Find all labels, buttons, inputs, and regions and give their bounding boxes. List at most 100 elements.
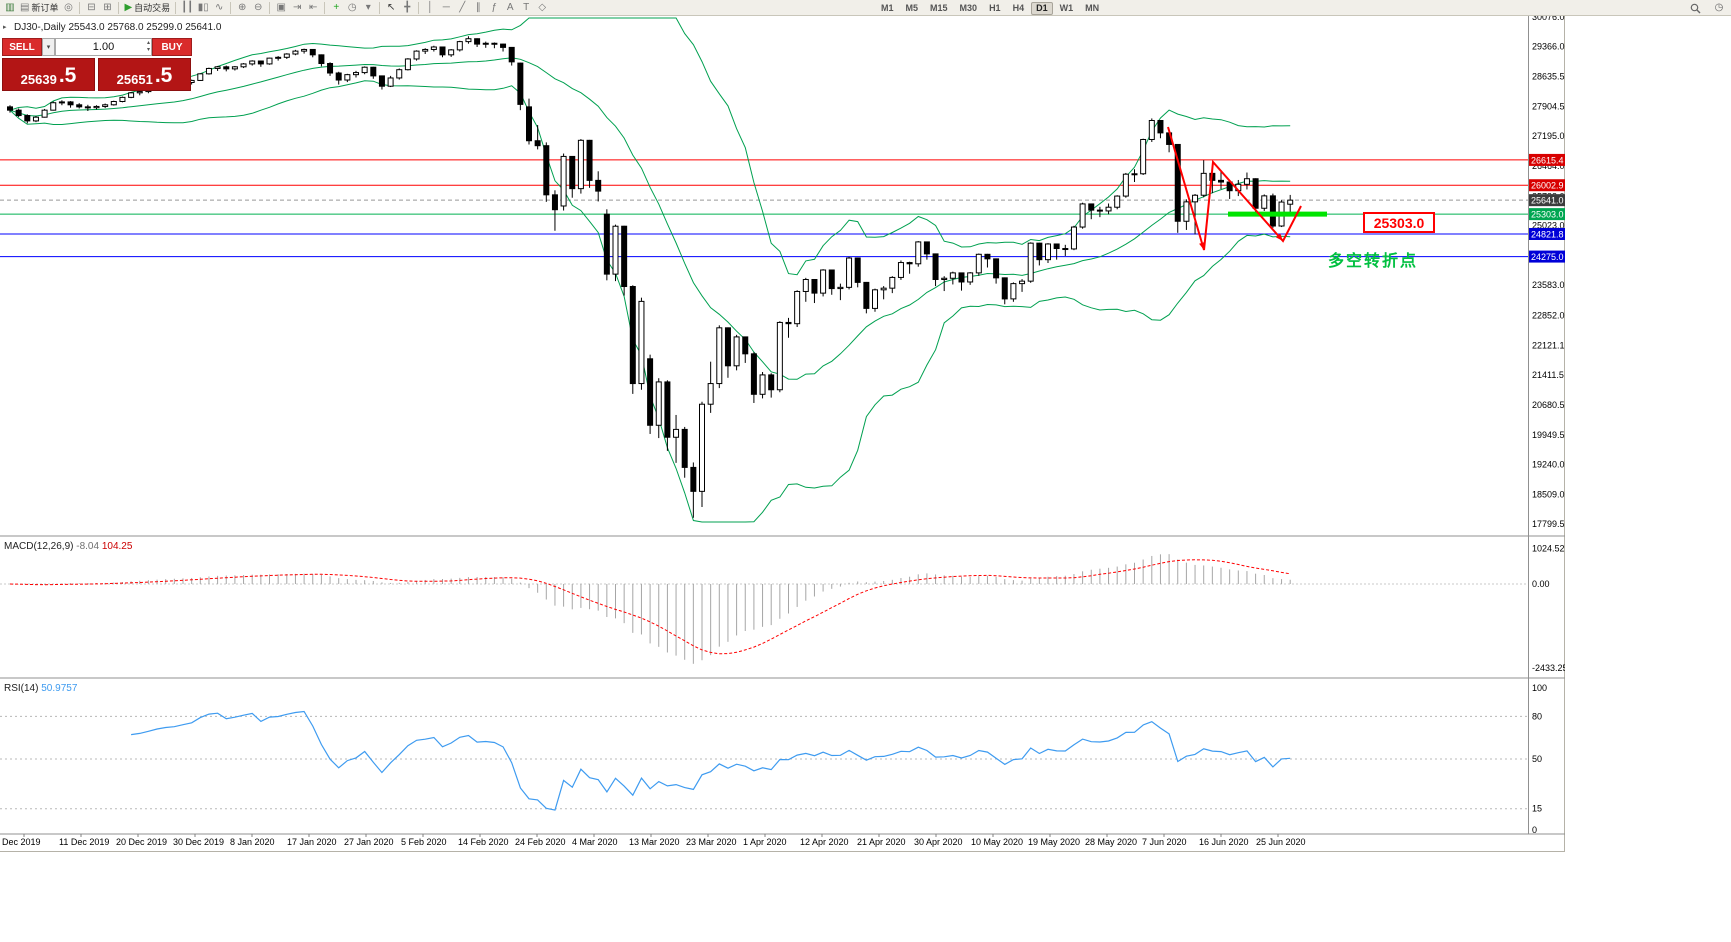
trendline-icon[interactable]: ╱ — [459, 1, 466, 13]
svg-text:19949.5: 19949.5 — [1532, 430, 1565, 440]
volume-down-icon[interactable]: ▾ — [146, 47, 150, 53]
svg-text:22121.1: 22121.1 — [1532, 341, 1565, 351]
turning-point-label: 多空转折点 — [1328, 253, 1419, 270]
rsi-indicator-label: RSI(14) 50.9757 — [4, 683, 77, 694]
svg-text:0.00: 0.00 — [1532, 579, 1550, 589]
svg-text:16 Jun 2020: 16 Jun 2020 — [1199, 837, 1249, 847]
line-chart-icon[interactable]: ∿ — [215, 1, 224, 13]
timeframe-w1-button[interactable]: W1 — [1059, 3, 1074, 13]
svg-text:7 Jun 2020: 7 Jun 2020 — [1142, 837, 1187, 847]
svg-text:11 Dec 2019: 11 Dec 2019 — [59, 837, 109, 847]
new-order-icon[interactable]: ▤ 新订单 — [20, 1, 59, 13]
rsi-panel[interactable] — [0, 710, 1528, 811]
toolbar-separator — [379, 1, 381, 14]
svg-text:24 Feb 2020: 24 Feb 2020 — [515, 837, 566, 847]
chart-ohlc-title: DJ30-,Daily 25543.0 25768.0 25299.0 2564… — [14, 22, 222, 33]
sell-price-frac: .5 — [58, 64, 77, 88]
clock-icon[interactable]: ◷ — [1711, 1, 1727, 15]
svg-text:21 Apr 2020: 21 Apr 2020 — [857, 837, 906, 847]
auto-scroll-icon[interactable]: ⇥ — [293, 1, 302, 13]
buy-price-main: 25651 — [116, 72, 153, 87]
buy-price-frac: .5 — [154, 64, 173, 88]
periods-icon[interactable]: ◷ — [347, 1, 357, 13]
main-price-panel[interactable] — [0, 17, 1528, 523]
svg-text:15: 15 — [1532, 804, 1542, 814]
svg-text:4 Mar 2020: 4 Mar 2020 — [572, 837, 618, 847]
svg-text:10 May 2020: 10 May 2020 — [971, 837, 1023, 847]
candlestick-chart-icon[interactable]: ▮▯ — [197, 1, 209, 13]
toolbar-right-icons: ◷ — [1687, 1, 1727, 15]
text-icon[interactable]: A — [506, 1, 514, 13]
svg-text:26464.0: 26464.0 — [1532, 161, 1565, 171]
chart-profiles-icon[interactable]: ◎ — [64, 1, 73, 13]
tile-windows-icon[interactable]: ▣ — [276, 1, 286, 13]
crosshair-icon[interactable]: ╋ — [404, 1, 411, 13]
timeframe-d1-button[interactable]: D1 — [1031, 1, 1053, 15]
one-click-toggle-icon[interactable]: ▸ — [3, 24, 7, 31]
horizontal-line-icon[interactable]: ─ — [442, 1, 450, 13]
svg-text:27904.5: 27904.5 — [1532, 102, 1565, 112]
timeframe-m30-button[interactable]: M30 — [959, 3, 978, 13]
bid-ask-row: 25639 .5 25651 .5 — [2, 58, 192, 91]
one-click-trade-panel: SELL ▾ ▴ ▾ BUY 25639 .5 25651 .5 — [2, 38, 192, 91]
price-callout: 25303.0 — [1363, 212, 1435, 233]
svg-text:20680.5: 20680.5 — [1532, 400, 1565, 410]
trade-controls-row: SELL ▾ ▴ ▾ BUY — [2, 38, 192, 56]
timeframe-h4-button[interactable]: H4 — [1012, 3, 1025, 13]
market-watch-icon[interactable]: ⊟ — [87, 1, 96, 13]
sell-button[interactable]: SELL — [2, 38, 42, 56]
volume-dropdown-icon[interactable]: ▾ — [42, 38, 55, 56]
svg-text:80: 80 — [1532, 711, 1542, 721]
svg-text:30 Dec 2019: 30 Dec 2019 — [173, 837, 224, 847]
svg-text:30076.0: 30076.0 — [1532, 16, 1565, 22]
search-icon[interactable] — [1687, 1, 1703, 15]
zoom-in-icon[interactable]: ⊕ — [238, 1, 247, 13]
data-window-icon[interactable]: ⊞ — [103, 1, 112, 13]
arrows-icon[interactable]: ◇ — [538, 1, 547, 13]
macd-panel[interactable] — [0, 554, 1528, 664]
chart-window[interactable]: 30076.0 29366.0 28635.5 27904.5 27195.0 26464… — [0, 16, 1565, 852]
chart-canvas[interactable]: 30076.0 29366.0 28635.5 27904.5 27195.0 26464… — [0, 16, 1565, 852]
svg-text:12 Apr 2020: 12 Apr 2020 — [800, 837, 849, 847]
timeframe-m15-button[interactable]: M15 — [930, 3, 948, 13]
axes: 30076.0 29366.0 28635.5 27904.5 27195.0 26464… — [0, 16, 1565, 847]
bar-chart-icon[interactable]: ┃┃ — [181, 1, 194, 13]
indicators-icon[interactable]: + — [333, 1, 340, 13]
chart-shift-icon[interactable]: ⇤ — [309, 1, 318, 13]
toolbar-separator — [418, 1, 420, 14]
toolbar: ▥ ▤ 新订单 ◎ ⊟ ⊞ ▶ 自动交易 ┃┃ ▮▯ ∿ ⊕ ⊖ ▣ ⇥ ⇤ + ◷ ▾ ↖ ╋ │ ─ ╱ ∥ ƒ A T ◇ M1 M… — [0, 0, 1731, 16]
cursor-icon[interactable]: ↖ — [387, 1, 396, 13]
svg-text:18509.0: 18509.0 — [1532, 490, 1565, 500]
svg-text:1 Apr 2020: 1 Apr 2020 — [743, 837, 787, 847]
volume-field: ▴ ▾ — [55, 38, 152, 56]
volume-input[interactable] — [56, 41, 151, 53]
sell-price-display[interactable]: 25639 .5 — [2, 58, 95, 91]
toolbar-separator — [324, 1, 326, 14]
macd-main-value: -8.04 — [76, 541, 100, 552]
svg-text:50: 50 — [1532, 754, 1542, 764]
svg-text:14 Feb 2020: 14 Feb 2020 — [458, 837, 509, 847]
svg-text:23 Mar 2020: 23 Mar 2020 — [686, 837, 737, 847]
new-chart-icon[interactable]: ▥ — [5, 1, 15, 13]
zoom-out-icon[interactable]: ⊖ — [254, 1, 263, 13]
svg-text:24821.8: 24821.8 — [1531, 229, 1564, 239]
vertical-line-icon[interactable]: │ — [427, 1, 434, 13]
svg-text:8 Jan 2020: 8 Jan 2020 — [230, 837, 275, 847]
templates-icon[interactable]: ▾ — [365, 1, 371, 13]
timeframe-mn-button[interactable]: MN — [1085, 3, 1100, 13]
rsi-current-value: 50.9757 — [41, 683, 78, 694]
fibonacci-icon[interactable]: ƒ — [491, 1, 498, 13]
text-label-icon[interactable]: T — [523, 1, 530, 13]
timeframe-h1-button[interactable]: H1 — [989, 3, 1001, 13]
svg-text:17 Jan 2020: 17 Jan 2020 — [287, 837, 337, 847]
buy-button[interactable]: BUY — [152, 38, 192, 56]
volume-up-icon[interactable]: ▴ — [146, 40, 150, 46]
svg-text:25023.0: 25023.0 — [1532, 221, 1565, 231]
svg-text:28635.5: 28635.5 — [1532, 71, 1565, 81]
timeframe-m5-button[interactable]: M5 — [905, 3, 919, 13]
auto-trading-icon[interactable]: ▶ 自动交易 — [124, 1, 171, 13]
equidistant-channel-icon[interactable]: ∥ — [475, 1, 481, 13]
timeframe-m1-button[interactable]: M1 — [881, 3, 894, 13]
toolbar-separator — [269, 1, 271, 14]
buy-price-display[interactable]: 25651 .5 — [98, 58, 191, 91]
